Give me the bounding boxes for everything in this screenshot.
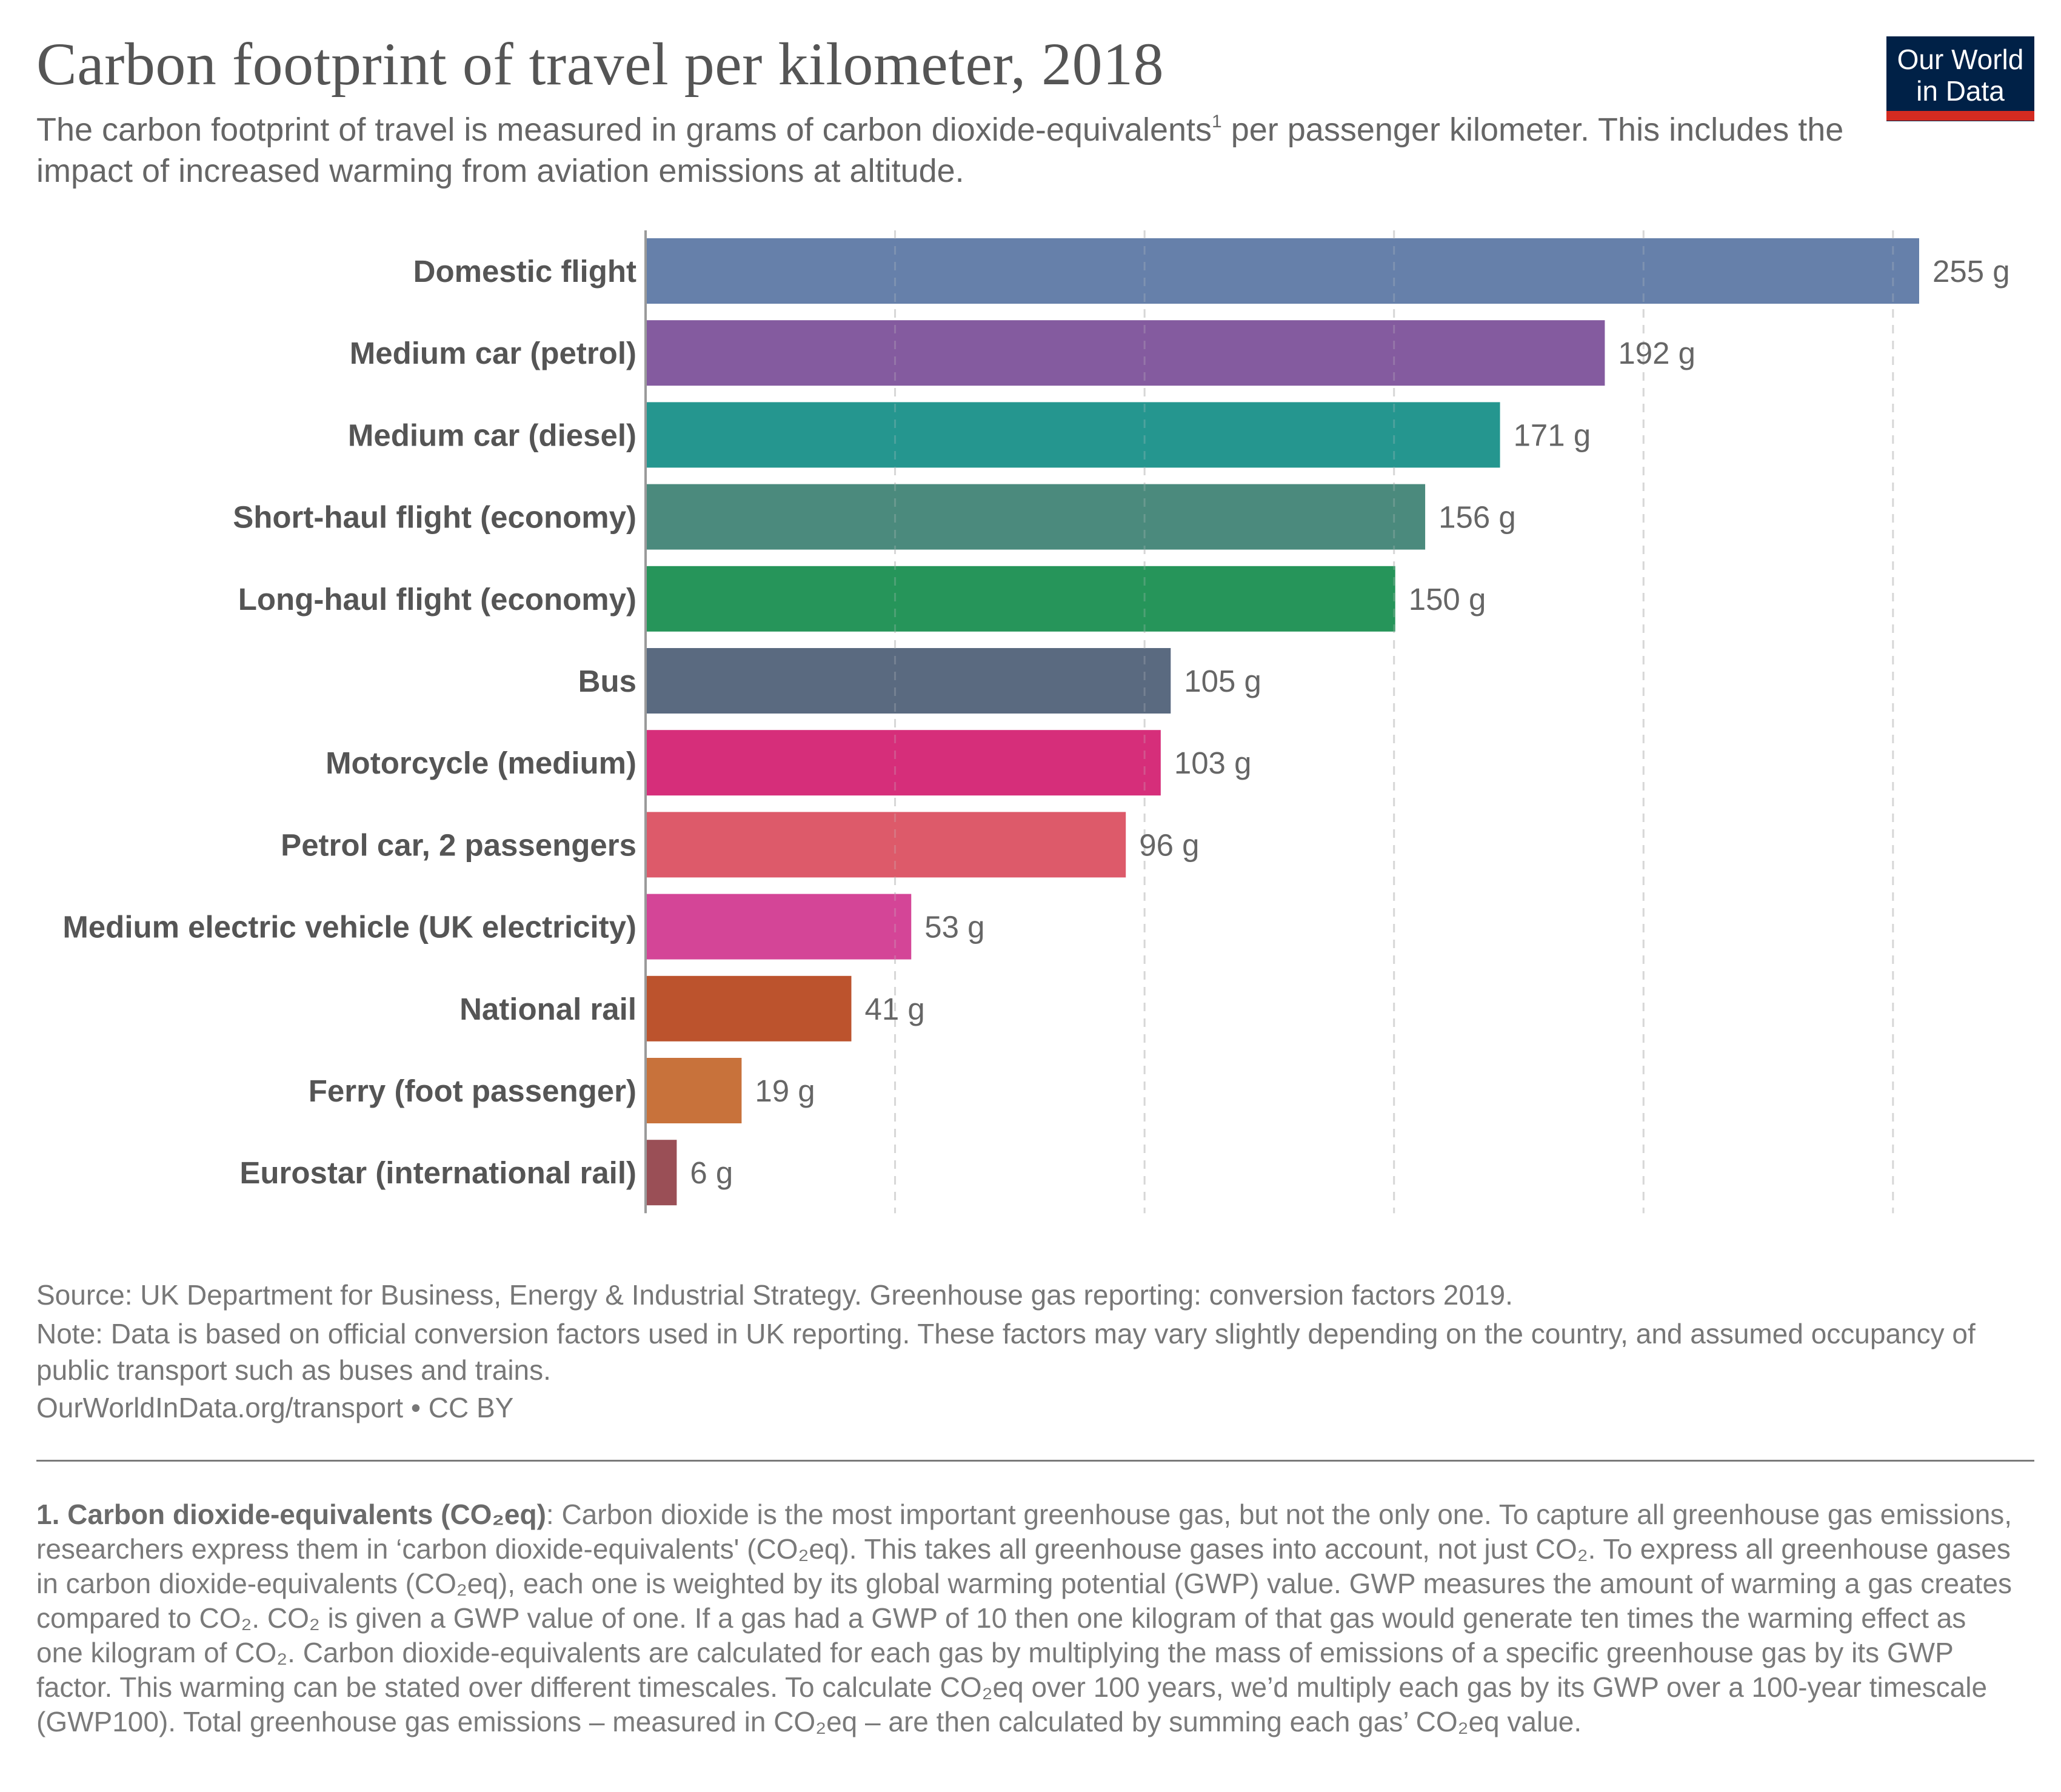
category-label: Medium car (diesel) [348,418,636,452]
bar-8[interactable] [647,894,912,960]
category-label: Long-haul flight (economy) [238,582,636,617]
bar-11[interactable] [647,1140,677,1206]
category-label: Motorcycle (medium) [326,746,636,780]
source-url[interactable]: OurWorldInData.org/transport • CC BY [36,1392,514,1423]
bar-1[interactable] [647,320,1605,386]
chart-subtitle: The carbon footprint of travel is measur… [36,109,1855,192]
category-label: Domestic flight [413,254,636,289]
bar-chart: Domestic flight Medium car (petrol) Medium… [62,230,2010,1214]
footnote-divider [36,1460,2034,1462]
gridlines [894,230,1894,1214]
bar-4[interactable] [647,566,1395,632]
footnote-reference[interactable]: 1 [1212,112,1222,132]
category-label: Ferry (foot passenger) [309,1074,636,1108]
bar-6[interactable] [647,730,1161,796]
logo-line-2: in Data [1916,75,2005,107]
value-label: 103 g [1174,746,1252,780]
value-label: 156 g [1438,500,1516,535]
footnote-heading: 1. Carbon dioxide-equivalents (CO₂eq) [36,1499,546,1530]
bar-3[interactable] [647,484,1426,550]
bars [647,238,1919,1206]
value-label: 53 g [924,910,984,944]
logo-line-1: Our World [1897,44,2024,75]
category-label: Petrol car, 2 passengers [281,827,636,862]
source-text: Source: UK Department for Business, Ener… [36,1279,1513,1311]
owid-logo[interactable]: Our World in Data [1886,36,2034,121]
value-label: 6 g [690,1155,733,1190]
logo-accent-bar [1886,111,2034,121]
subtitle-text-continued: per passenger kilometer. This includes t… [36,112,1844,189]
value-label: 192 g [1618,336,1695,370]
note-text: Note: Data is based on official conversi… [36,1318,1976,1386]
category-label: Medium electric vehicle (UK electricity) [62,910,636,944]
category-label: National rail [459,992,636,1026]
bar-9[interactable] [647,975,852,1041]
bar-2[interactable] [647,402,1500,468]
footnote-body: : Carbon dioxide is the most important g… [36,1499,2013,1737]
bar-5[interactable] [647,648,1171,714]
value-labels: 255 g 192 g 171 g 156 g 150 g 105 g 103 g 96 g 5… [690,254,2009,1190]
value-label: 171 g [1514,418,1591,452]
value-label: 41 g [864,992,924,1026]
category-label: Short-haul flight (economy) [233,500,636,535]
category-label: Medium car (petrol) [350,336,636,370]
gridlines-overlay [894,230,1894,1214]
value-label: 255 g [1932,254,2010,289]
bar-7[interactable] [647,812,1126,878]
bar-10[interactable] [647,1058,742,1123]
footnote: 1. Carbon dioxide-equivalents (CO₂eq): C… [36,1497,2019,1739]
value-label: 19 g [755,1074,815,1108]
category-label: Bus [578,664,636,698]
bar-0[interactable] [647,238,1919,304]
subtitle-text: The carbon footprint of travel is measur… [36,112,1212,148]
chart-title: Carbon footprint of travel per kilometer… [36,30,1164,98]
value-label: 96 g [1139,827,1199,862]
value-label: 105 g [1184,664,1261,698]
category-label: Eurostar (international rail) [239,1155,636,1190]
category-labels: Domestic flight Medium car (petrol) Medium… [62,254,636,1190]
value-label: 150 g [1409,582,1486,617]
logo-text: Our World in Data [1886,44,2034,107]
